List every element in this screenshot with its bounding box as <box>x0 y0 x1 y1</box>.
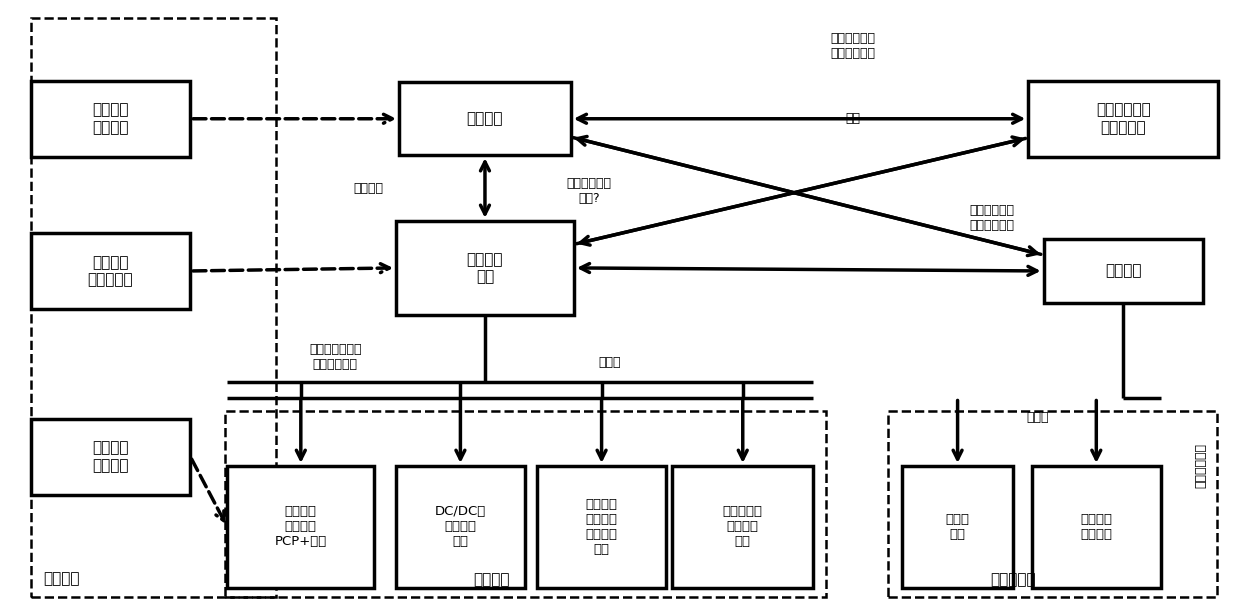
Text: 是否达到优化
目标?: 是否达到优化 目标? <box>567 177 611 205</box>
Text: 统一控制
（中间层）: 统一控制 （中间层） <box>88 255 134 287</box>
Text: 千兆网: 千兆网 <box>598 356 620 369</box>
FancyBboxPatch shape <box>903 466 1013 587</box>
FancyBboxPatch shape <box>31 81 191 157</box>
Text: 直流电网实时
运行状态信息: 直流电网实时 运行状态信息 <box>970 204 1014 232</box>
Text: 电压源型
变换器：
PCP+阀控: 电压源型 变换器： PCP+阀控 <box>275 505 327 548</box>
FancyBboxPatch shape <box>396 466 525 587</box>
Text: DC/DC：
装置级控
制器: DC/DC： 装置级控 制器 <box>435 505 486 548</box>
FancyBboxPatch shape <box>1044 239 1203 303</box>
FancyBboxPatch shape <box>537 466 666 587</box>
Text: 能量管理: 能量管理 <box>466 111 503 126</box>
Text: 不可控设备: 不可控设备 <box>990 573 1035 587</box>
Text: 交直流
负载: 交直流 负载 <box>946 513 970 541</box>
Text: 运行状态信息: 运行状态信息 <box>1194 443 1208 488</box>
FancyBboxPatch shape <box>227 466 374 587</box>
Text: 可控分布
式电源：
装置级控
制器: 可控分布 式电源： 装置级控 制器 <box>585 498 618 556</box>
Text: 监控系统: 监控系统 <box>1105 263 1142 279</box>
Text: 功率优化
（顶层）: 功率优化 （顶层） <box>92 103 129 135</box>
Text: 系统控制
中心: 系统控制 中心 <box>466 252 503 284</box>
Text: 分布自治
（底层）: 分布自治 （底层） <box>92 440 129 473</box>
FancyBboxPatch shape <box>672 466 813 587</box>
Text: 不可控分
布式电源: 不可控分 布式电源 <box>1080 513 1112 541</box>
Text: 电压、功率、控
制模式等指令: 电压、功率、控 制模式等指令 <box>309 343 361 371</box>
Text: 通讯: 通讯 <box>846 113 861 125</box>
FancyBboxPatch shape <box>31 233 191 309</box>
Text: 调度指令: 调度指令 <box>353 182 383 196</box>
FancyBboxPatch shape <box>1032 466 1161 587</box>
Text: 控制架构: 控制架构 <box>43 571 79 585</box>
FancyBboxPatch shape <box>31 419 191 494</box>
Text: 可控设备: 可控设备 <box>472 573 510 587</box>
FancyBboxPatch shape <box>399 82 570 156</box>
Text: 储能系统：
装置级控
制器: 储能系统： 装置级控 制器 <box>723 505 763 548</box>
FancyBboxPatch shape <box>1028 81 1219 157</box>
FancyBboxPatch shape <box>396 221 574 315</box>
Text: 交流配网实时
运行状态信息: 交流配网实时 运行状态信息 <box>831 32 875 60</box>
Text: 百兆网: 百兆网 <box>1027 411 1049 424</box>
Text: 交流配网调度
自动化系统: 交流配网调度 自动化系统 <box>1096 103 1151 135</box>
